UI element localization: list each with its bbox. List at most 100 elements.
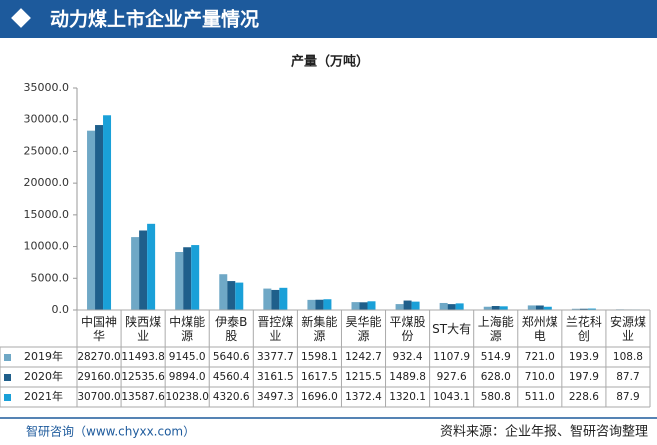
value-label: 1696.0 (301, 391, 338, 403)
bar (219, 274, 228, 310)
legend-label: 2021年 (24, 390, 63, 403)
bar (359, 302, 368, 310)
value-label: 1107.9 (433, 351, 471, 363)
x-tick-label: 兰花科创 (565, 314, 602, 343)
bar (491, 306, 500, 310)
x-tick-label: 上海能源 (477, 314, 514, 343)
bar (587, 308, 596, 310)
y-tick-label: 0.0 (52, 303, 70, 316)
x-tick-label: 中煤能源 (169, 314, 206, 343)
y-tick-label: 10000.0 (24, 240, 70, 253)
x-tick-label: 中国神华 (81, 314, 118, 343)
value-label: 87.7 (616, 371, 640, 383)
bar (191, 245, 200, 310)
bar (279, 287, 288, 310)
value-label: 3497.3 (256, 391, 294, 403)
value-label: 29160.0 (77, 371, 121, 383)
y-tick-label: 30000.0 (24, 113, 70, 126)
value-label: 1598.1 (301, 351, 338, 363)
value-label: 710.0 (524, 371, 555, 383)
bar (499, 306, 508, 310)
x-tick-label: 安源煤业 (609, 314, 646, 343)
bar (411, 301, 420, 310)
value-label: 108.8 (612, 351, 643, 363)
bar (367, 301, 376, 310)
y-tick-label: 20000.0 (24, 176, 70, 189)
bar (543, 306, 552, 310)
bar (403, 300, 412, 310)
bar (447, 304, 456, 310)
bar (175, 251, 184, 310)
x-tick-label: ST大有 (432, 321, 472, 336)
value-label: 3377.7 (256, 351, 294, 363)
x-tick-label: 晋控煤业 (257, 314, 294, 343)
y-tick-label: 5000.0 (31, 271, 70, 284)
bar (139, 230, 148, 310)
value-label: 28270.0 (77, 351, 121, 363)
y-tick-label: 15000.0 (24, 208, 70, 221)
value-label: 511.0 (524, 391, 555, 403)
bar (439, 302, 448, 310)
chart-subtitle: 产量（万吨） (291, 54, 369, 70)
legend-swatch (4, 373, 11, 381)
bar (131, 237, 140, 310)
bar (263, 288, 272, 310)
bar (395, 304, 404, 310)
value-label: 1320.1 (389, 391, 426, 403)
legend-swatch (4, 393, 11, 401)
bar (307, 299, 316, 310)
bar (315, 299, 324, 310)
value-label: 628.0 (480, 371, 511, 383)
value-label: 4560.4 (212, 371, 250, 383)
bar (455, 303, 464, 310)
value-label: 1489.8 (389, 371, 426, 383)
value-label: 932.4 (392, 351, 423, 363)
value-label: 9145.0 (168, 351, 206, 363)
legend-label: 2020年 (24, 370, 63, 383)
x-tick-label: 伊泰B股 (215, 314, 248, 343)
legend-swatch (4, 353, 11, 361)
value-label: 3161.5 (256, 371, 294, 383)
x-tick-label: 新集能源 (301, 314, 338, 343)
value-label: 4320.6 (212, 391, 250, 403)
bar (483, 306, 492, 310)
footer-left: 智研咨询（www.chyxx.com） (26, 424, 195, 439)
bar (147, 223, 156, 310)
bar (527, 305, 536, 310)
x-tick-label: 陕西煤业 (125, 314, 162, 343)
value-label: 228.6 (568, 391, 599, 403)
bar (323, 299, 332, 310)
y-tick-label: 25000.0 (24, 144, 70, 157)
value-label: 721.0 (524, 351, 555, 363)
bar (271, 289, 280, 310)
value-label: 580.8 (480, 391, 511, 403)
x-tick-label: 平煤股份 (389, 314, 426, 343)
chart-title: 动力煤上市企业产量情况 (50, 8, 259, 31)
value-label: 10238.0 (165, 391, 209, 403)
value-label: 1215.5 (345, 371, 382, 383)
value-label: 927.6 (436, 371, 467, 383)
value-label: 30700.0 (77, 391, 121, 403)
value-label: 12535.6 (121, 371, 165, 383)
value-label: 1617.5 (301, 371, 338, 383)
header-bar (0, 0, 657, 38)
value-label: 1372.4 (345, 391, 382, 403)
value-label: 514.9 (480, 351, 511, 363)
bar (235, 282, 244, 310)
value-label: 87.9 (616, 391, 640, 403)
value-label: 9894.0 (168, 371, 206, 383)
bar (87, 130, 96, 310)
value-label: 13587.6 (121, 391, 165, 403)
bar (579, 308, 588, 310)
bar (103, 115, 112, 310)
bar (351, 302, 360, 310)
value-label: 11493.8 (121, 351, 165, 363)
bar (535, 305, 544, 310)
x-tick-label: 昊华能源 (345, 314, 382, 343)
bar (571, 308, 580, 310)
value-label: 1242.7 (345, 351, 382, 363)
bar (95, 125, 104, 310)
x-tick-label: 郑州煤电 (521, 314, 558, 343)
